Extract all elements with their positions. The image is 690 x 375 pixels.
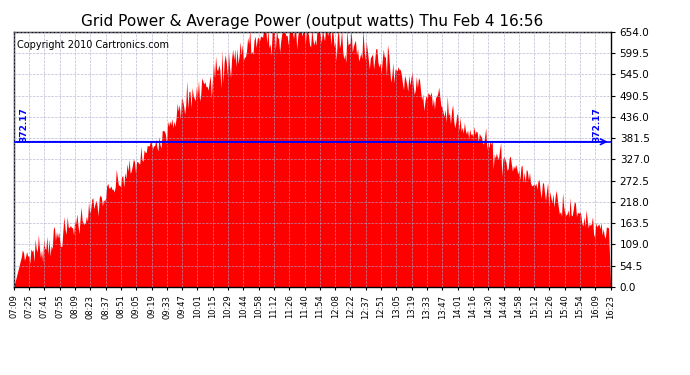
Text: 372.17: 372.17 — [20, 107, 29, 142]
Title: Grid Power & Average Power (output watts) Thu Feb 4 16:56: Grid Power & Average Power (output watts… — [81, 14, 543, 29]
Text: Copyright 2010 Cartronics.com: Copyright 2010 Cartronics.com — [17, 39, 169, 50]
Text: 372.17: 372.17 — [593, 107, 602, 142]
